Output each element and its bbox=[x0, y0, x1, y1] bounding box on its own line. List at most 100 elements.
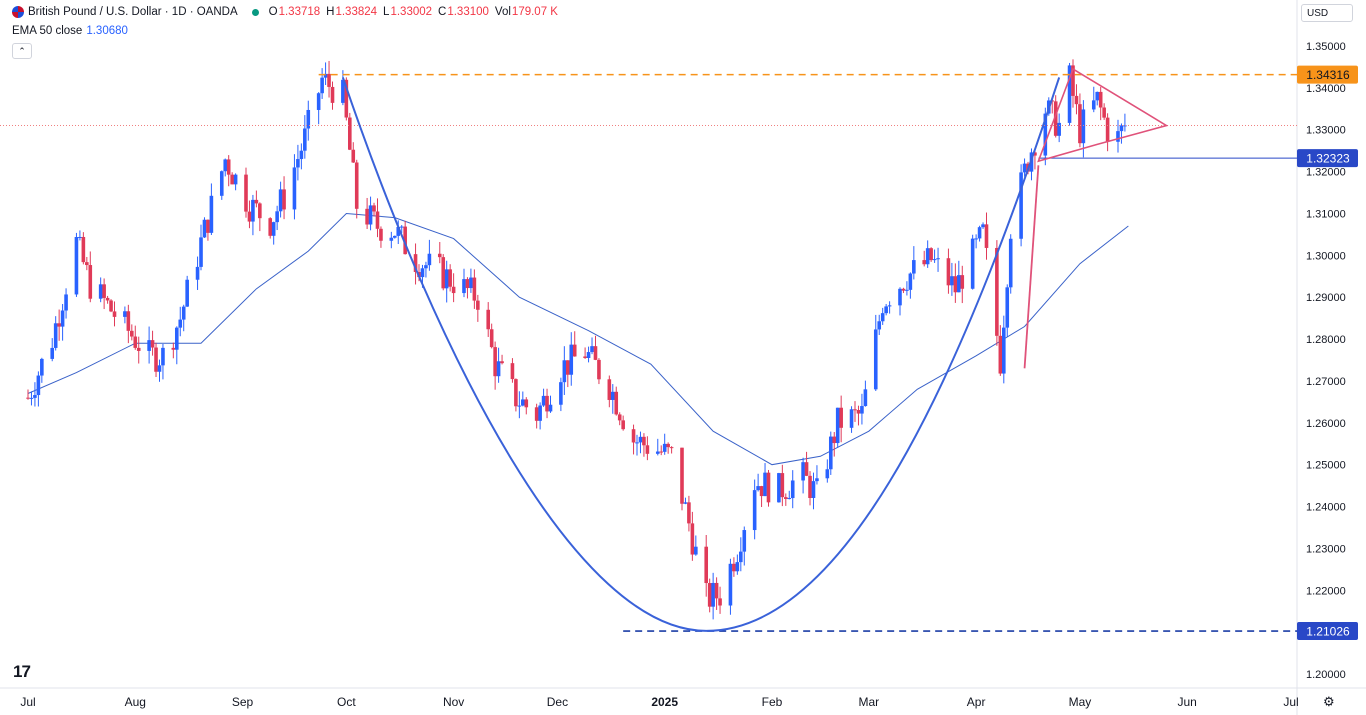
low-value: 1.33002 bbox=[390, 6, 433, 18]
pennant-triangle bbox=[1037, 67, 1169, 163]
candle-body bbox=[389, 237, 394, 241]
candle-body bbox=[908, 273, 913, 290]
candle-body bbox=[586, 352, 591, 358]
candle-body bbox=[607, 379, 612, 400]
candle-body bbox=[521, 399, 525, 406]
candle-body bbox=[884, 306, 888, 314]
candle-body bbox=[230, 174, 234, 185]
candle-body bbox=[292, 167, 297, 210]
candle-body bbox=[970, 238, 975, 289]
candle-body bbox=[825, 469, 830, 479]
gear-icon[interactable]: ⚙ bbox=[1323, 694, 1335, 709]
candle-body bbox=[929, 248, 933, 261]
price-tag-support bbox=[1297, 622, 1358, 641]
candle-body bbox=[1053, 101, 1058, 136]
candle-body bbox=[375, 211, 380, 229]
candle-body bbox=[642, 436, 646, 446]
candle-body bbox=[662, 443, 667, 452]
candle-body bbox=[1057, 122, 1061, 136]
candle-body bbox=[282, 189, 286, 210]
y-tick-label: 1.33000 bbox=[1306, 125, 1346, 137]
candle-body bbox=[621, 420, 625, 430]
candle-body bbox=[126, 311, 131, 331]
candle-body bbox=[299, 150, 304, 160]
x-tick-label: Feb bbox=[762, 695, 783, 709]
x-tick-label: Mar bbox=[859, 695, 880, 709]
candle-body bbox=[597, 359, 601, 380]
candle-body bbox=[742, 530, 747, 552]
candle-body bbox=[645, 445, 650, 454]
candle-body bbox=[683, 502, 688, 504]
candle-body bbox=[202, 219, 207, 238]
candle-body bbox=[489, 329, 494, 348]
x-tick-label: Jul bbox=[20, 695, 35, 709]
candle-body bbox=[1081, 109, 1086, 144]
candle-body bbox=[327, 73, 331, 87]
candle-body bbox=[545, 395, 549, 412]
candle-body bbox=[57, 323, 61, 327]
candle-body bbox=[728, 563, 733, 606]
candle-body bbox=[635, 442, 639, 444]
candle-body bbox=[839, 407, 843, 428]
candle-body bbox=[925, 248, 930, 265]
candle-body bbox=[659, 451, 664, 453]
candle-body bbox=[424, 265, 428, 269]
candle-body bbox=[223, 159, 228, 172]
candle-body bbox=[195, 266, 200, 280]
candle-body bbox=[887, 305, 892, 307]
price-tag-breakout bbox=[1297, 149, 1358, 168]
candle-body bbox=[330, 86, 335, 103]
candle-body bbox=[469, 277, 473, 289]
candle-body bbox=[538, 405, 542, 421]
market-status-icon bbox=[251, 8, 259, 16]
candle-body bbox=[26, 397, 30, 399]
candle-body bbox=[130, 330, 134, 337]
candle-body bbox=[922, 260, 927, 265]
candle-body bbox=[960, 275, 965, 289]
candle-body bbox=[856, 409, 861, 414]
candle-body bbox=[981, 224, 985, 228]
ema-legend[interactable]: EMA 50 close 1.30680 bbox=[12, 25, 128, 37]
candle-body bbox=[109, 300, 113, 312]
candle-body bbox=[161, 347, 165, 366]
y-tick-label: 1.35000 bbox=[1306, 41, 1346, 53]
candle-body bbox=[804, 462, 809, 476]
candle-body bbox=[932, 259, 937, 261]
candle-body bbox=[815, 478, 819, 482]
tradingview-logo-icon[interactable]: 17 bbox=[13, 662, 31, 681]
candle-body bbox=[1043, 113, 1048, 156]
high-label: H bbox=[326, 6, 335, 18]
candle-body bbox=[1033, 152, 1037, 156]
symbol-header[interactable]: British Pound / U.S. Dollar · 1D · OANDA… bbox=[12, 6, 564, 18]
candle-body bbox=[244, 174, 248, 212]
y-tick-label: 1.26000 bbox=[1306, 418, 1346, 430]
candle-body bbox=[766, 472, 771, 503]
candle-body bbox=[912, 260, 916, 274]
candle-body bbox=[64, 294, 68, 311]
chevron-up-icon[interactable]: ⌃ bbox=[12, 43, 32, 59]
candle-body bbox=[718, 598, 722, 606]
low-label: L bbox=[383, 6, 390, 18]
candle-body bbox=[1091, 100, 1096, 110]
currency-button[interactable]: USD bbox=[1301, 4, 1353, 22]
price-tag-label: 1.34316 bbox=[1306, 68, 1350, 82]
gbpusd-flag-icon bbox=[12, 6, 24, 18]
candle-body bbox=[448, 269, 452, 287]
candle-body bbox=[790, 480, 795, 499]
candle-body bbox=[60, 310, 65, 327]
y-tick-label: 1.20000 bbox=[1306, 669, 1346, 681]
candle-body bbox=[351, 149, 356, 163]
x-tick-label: Nov bbox=[443, 695, 464, 709]
candle-body bbox=[995, 247, 999, 336]
candle-body bbox=[392, 235, 397, 238]
candle-body bbox=[752, 490, 757, 531]
symbol-title[interactable]: British Pound / U.S. Dollar · 1D · OANDA bbox=[28, 6, 238, 18]
candle-body bbox=[763, 472, 767, 497]
candle-body bbox=[403, 226, 407, 255]
candle-body bbox=[112, 311, 117, 317]
candle-body bbox=[860, 406, 864, 414]
x-tick-label: Jul bbox=[1283, 695, 1298, 709]
candle-body bbox=[496, 361, 501, 377]
candle-body bbox=[320, 77, 324, 94]
